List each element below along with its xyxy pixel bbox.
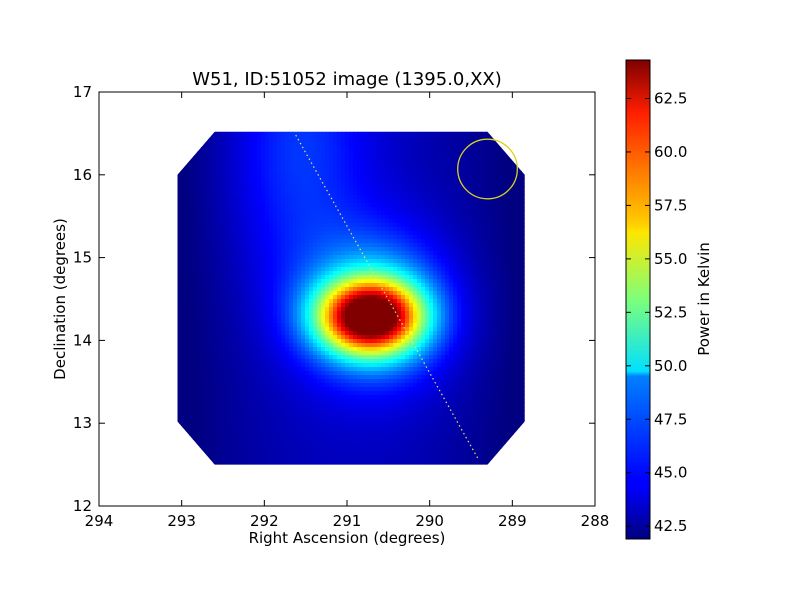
colorbar-tick-label: 52.5 <box>654 303 687 321</box>
colorbar-tick-label: 60.0 <box>654 143 687 161</box>
colorbar-tick-label: 57.5 <box>654 196 687 214</box>
y-tick-label: 14 <box>73 331 92 349</box>
x-tick-label: 293 <box>167 512 196 530</box>
x-tick-label: 289 <box>498 512 527 530</box>
colorbar-tick-label: 45.0 <box>654 464 687 482</box>
colorbar-tick-label: 62.5 <box>654 89 687 107</box>
colorbar-tick-label: 42.5 <box>654 517 687 535</box>
y-tick-label: 13 <box>73 414 92 432</box>
colorbar-tick-label: 55.0 <box>654 250 687 268</box>
x-tick-label: 291 <box>333 512 362 530</box>
y-tick-label: 17 <box>73 83 92 101</box>
beam-circle <box>457 138 518 200</box>
colorbar <box>625 59 651 540</box>
scan-track-line <box>295 134 479 459</box>
x-tick-label: 294 <box>85 512 114 530</box>
colorbar-label: Power in Kelvin <box>695 242 713 356</box>
colorbar-tick-label: 47.5 <box>654 410 687 428</box>
colorbar-tick-label: 50.0 <box>654 357 687 375</box>
y-tick-label: 16 <box>73 166 92 184</box>
x-tick-label: 288 <box>581 512 610 530</box>
x-axis-label: Right Ascension (degrees) <box>249 529 446 547</box>
y-axis-label: Declination (degrees) <box>51 218 69 380</box>
y-tick-label: 12 <box>73 497 92 515</box>
x-tick-label: 292 <box>250 512 279 530</box>
chart-title: W51, ID:51052 image (1395.0,XX) <box>192 69 502 90</box>
x-tick-label: 290 <box>415 512 444 530</box>
heatmap-image <box>177 131 525 465</box>
y-tick-label: 15 <box>73 249 92 267</box>
